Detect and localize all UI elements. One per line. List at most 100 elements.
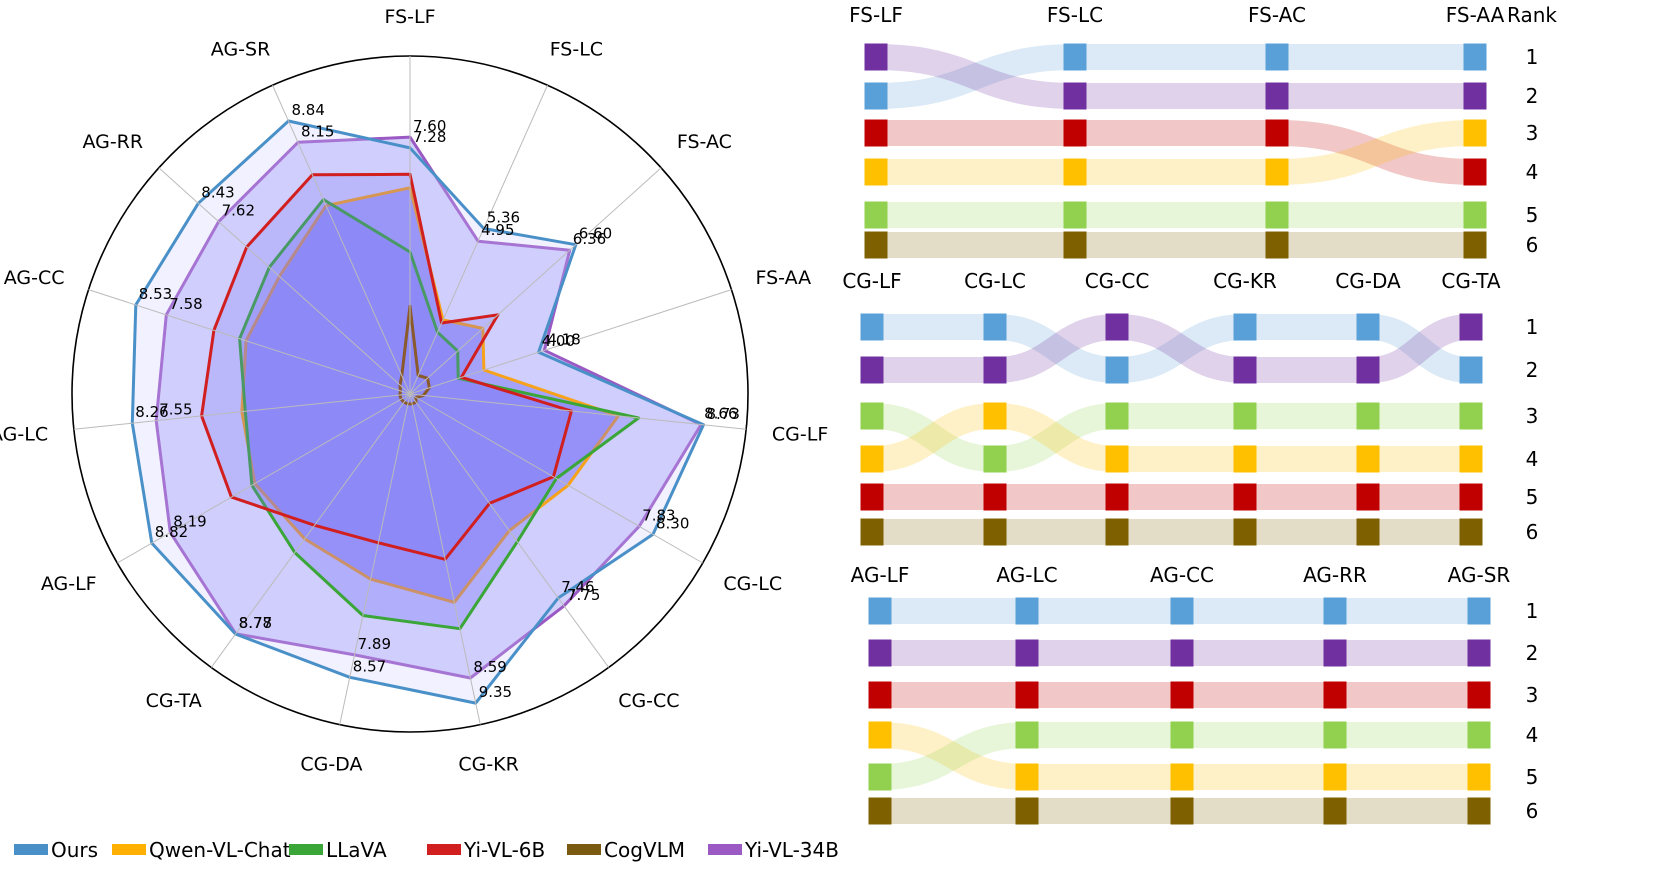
bump-marker-yi-vl-34b [868,639,892,667]
bump-marker-cogvlm [1467,797,1491,825]
radar-value-label: 8.30 [656,514,689,532]
bump-marker-yi-vl-34b [860,356,884,384]
radar-spoke [158,167,411,395]
bump-marker-yi-vl-6b [1459,483,1483,511]
bump-marker-yi-vl-6b [1463,158,1487,186]
bump-marker-llava [1459,402,1483,430]
bump-marker-qwen-vl-chat [983,402,1007,430]
bump-marker-yi-vl-6b [1105,483,1129,511]
bump-marker-qwen-vl-chat [1015,763,1039,791]
bump-marker-qwen-vl-chat [1063,158,1087,186]
radar-axis-label: CG-LC [723,573,782,595]
radar-spoke [117,393,411,564]
bump-rank-number: 1 [1526,315,1539,339]
radar-spoke [272,84,411,395]
radar-value-label: 8.15 [301,122,334,140]
bump-marker-yi-vl-34b [1463,82,1487,110]
radar-value-label: 8.19 [173,512,206,530]
bump-marker-yi-vl-34b [1063,82,1087,110]
bump-rank-number: 6 [1526,799,1539,823]
bump-marker-llava [1170,721,1194,749]
bump-column-label: FS-AC [1248,3,1306,27]
bump-marker-yi-vl-34b [1459,313,1483,341]
bump-chart-cg: CG-LF CG-LC CG-CC CG-KR CG-DA CG-TA 1 2 3 4 5 6 [842,269,1538,546]
bump-marker-ours [860,313,884,341]
bump-marker-llava [1105,402,1129,430]
bump-marker-yi-vl-6b [1356,483,1380,511]
bump-column-label: AG-SR [1448,563,1511,587]
radar-axis-label: FS-AC [677,131,732,153]
bump-marker-yi-vl-6b [1265,119,1289,147]
radar-value-label: 9.35 [479,683,512,701]
radar-axis-label: CG-CC [618,690,679,712]
radar-axis-label: AG-SR [211,39,271,61]
bump-marker-ours [1463,43,1487,71]
bump-marker-qwen-vl-chat [1459,445,1483,473]
radar-spoke [88,289,411,395]
radar-series-cogvlm [398,304,431,406]
bump-marker-yi-vl-34b [1467,639,1491,667]
radar-value-label: 4.95 [481,221,514,239]
bump-marker-qwen-vl-chat [864,158,888,186]
radar-spoke [409,84,548,395]
bump-ribbon-yi-vl-6b [876,119,1476,185]
radar-axis-label: AG-CC [4,267,65,289]
radar-axis-label: CG-LF [772,424,828,446]
radar-value-label: 6.60 [579,225,612,243]
radar-axis-label: AG-LF [41,573,97,595]
radar-value-label: 8.78 [239,614,272,632]
bump-column-label: CG-LF [842,269,901,293]
bump-marker-llava [868,763,892,791]
bump-marker-yi-vl-34b [1356,356,1380,384]
bump-chart-ag: AG-LF AG-LC AG-CC AG-RR AG-SR 1 2 3 4 5 6 [851,563,1539,825]
bump-marker-cogvlm [1105,518,1129,546]
radar-axis-label: CG-TA [146,690,202,712]
radar-axis-label: AG-LC [0,424,48,446]
legend-swatch [708,844,742,855]
bump-marker-qwen-vl-chat [1463,119,1487,147]
bump-column-label: CG-CC [1085,269,1150,293]
bump-marker-cogvlm [983,518,1007,546]
bump-marker-yi-vl-34b [1323,639,1347,667]
bump-rank-number: 3 [1526,404,1539,428]
bump-marker-cogvlm [1233,518,1257,546]
bump-rank-number: 3 [1526,121,1539,145]
bump-column-label: CG-DA [1335,269,1401,293]
radar-value-label: 7.75 [567,586,600,604]
bump-marker-yi-vl-6b [983,483,1007,511]
legend-label: CogVLM [604,838,685,862]
bump-marker-ours [1265,43,1289,71]
bump-rank-number: 5 [1526,203,1539,227]
bump-marker-qwen-vl-chat [1170,763,1194,791]
legend-label: LLaVA [326,838,387,862]
radar-series-yi-vl-6b [200,172,573,561]
bump-marker-cogvlm [1265,231,1289,259]
bump-marker-yi-vl-6b [1015,681,1039,709]
bump-marker-llava [1463,201,1487,229]
bump-marker-ours [1356,313,1380,341]
legend-swatch [567,844,601,855]
bump-column-label: FS-LF [849,3,903,27]
bump-marker-llava [860,402,884,430]
radar-value-label: 7.83 [642,506,675,524]
bump-rank-number: 2 [1526,641,1539,665]
bump-marker-cogvlm [868,797,892,825]
radar-axis-label: FS-LF [384,6,435,28]
radar-value-label: 7.46 [561,578,594,596]
bump-ribbon-yi-vl-34b [875,44,1475,110]
bump-marker-yi-vl-34b [1015,639,1039,667]
radar-value-label: 7.28 [413,128,446,146]
bump-marker-ours [1459,356,1483,384]
bump-marker-qwen-vl-chat [860,445,884,473]
bump-marker-ours [1467,597,1491,625]
bump-rank-number: 4 [1526,723,1539,747]
bump-marker-qwen-vl-chat [1265,158,1289,186]
bump-marker-cogvlm [1323,797,1347,825]
radar-value-label: 8.43 [201,183,234,201]
radar-spoke [409,393,703,564]
bump-marker-yi-vl-6b [1323,681,1347,709]
radar-value-label: 7.60 [413,117,446,135]
legend: Ours Qwen-VL-Chat LLaVA Yi-VL-6B CogVLM Yi-VL… [14,838,839,862]
bump-marker-cogvlm [864,231,888,259]
